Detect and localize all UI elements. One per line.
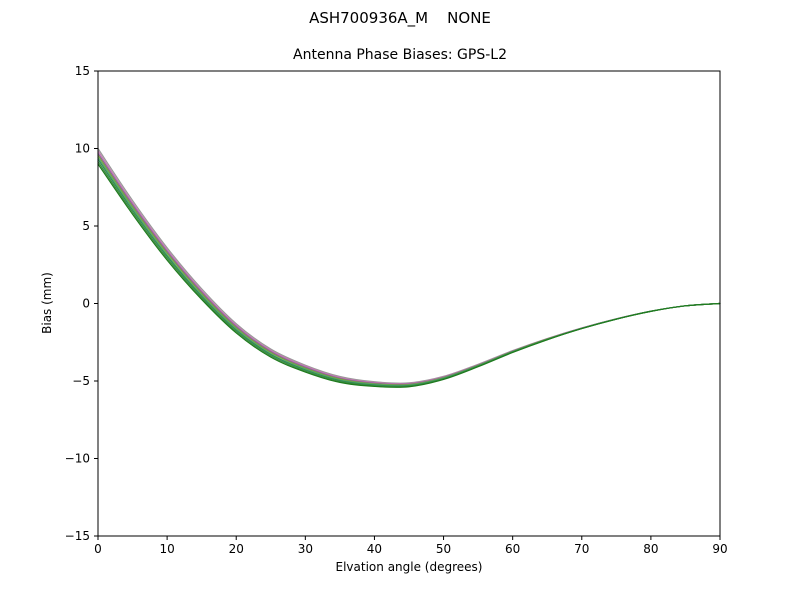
series-line-curve-4 <box>97 154 721 386</box>
x-tick-label: 40 <box>367 542 382 556</box>
series-line-curve-2 <box>97 150 721 385</box>
series-line-curve-5 <box>97 156 721 387</box>
y-tick-label: −15 <box>65 529 90 543</box>
x-tick-label: 10 <box>159 542 174 556</box>
series-line-curve-1 <box>97 147 721 384</box>
x-tick-label: 20 <box>229 542 244 556</box>
x-tick-label: 60 <box>505 542 520 556</box>
series-line-curve-8 <box>97 163 721 388</box>
y-tick-label: 10 <box>75 142 90 156</box>
x-tick-label: 30 <box>298 542 313 556</box>
y-tick-label: 5 <box>82 219 90 233</box>
y-tick-label: −5 <box>72 374 90 388</box>
y-tick-label: −10 <box>65 452 90 466</box>
x-tick-label: 0 <box>94 542 102 556</box>
x-tick-label: 70 <box>574 542 589 556</box>
chart-subtitle: Antenna Phase Biases: GPS-L2 <box>293 47 507 63</box>
series-line-curve-3 <box>97 152 721 386</box>
x-tick-label: 90 <box>712 542 727 556</box>
y-tick-label: 0 <box>82 297 90 311</box>
series-line-curve-7 <box>97 161 721 388</box>
x-tick-label: 80 <box>643 542 658 556</box>
x-tick-label: 50 <box>436 542 451 556</box>
axes-box <box>97 70 721 537</box>
series-line-curve-6 <box>97 158 721 387</box>
y-tick-label: 15 <box>75 64 90 78</box>
figure-title: ASH700936A_M NONE <box>309 9 491 27</box>
x-axis-label: Elvation angle (degrees) <box>335 560 483 574</box>
